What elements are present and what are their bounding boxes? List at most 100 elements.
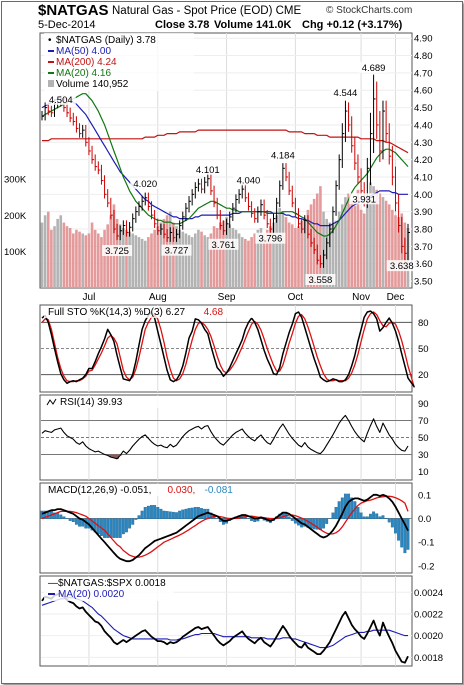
price-bar (79, 123, 82, 138)
price-bar (391, 145, 395, 186)
volume-bar (294, 228, 297, 288)
macd-histogram-bar (40, 510, 44, 519)
ma20-line (41, 93, 409, 237)
price-bar (75, 116, 79, 133)
macd-histogram-bar (375, 513, 379, 519)
volume-bar (328, 222, 332, 288)
ratio-legend-bg (44, 577, 174, 601)
macd-histogram-bar (190, 507, 194, 519)
macd-histogram-bar (109, 518, 113, 538)
price-bar (160, 223, 163, 235)
price-bar (288, 171, 292, 196)
volume-bar (231, 228, 235, 288)
macd-histogram-bar (403, 518, 407, 554)
volume-bar (56, 218, 59, 288)
volume-legend-swatch (48, 80, 54, 87)
price-bar (251, 201, 254, 218)
ma200-line (42, 129, 409, 154)
change-value: Chg +0.12 (+3.17%) (302, 19, 403, 31)
volume-bar (78, 231, 81, 288)
price-annotation: 4.689 (362, 63, 386, 74)
macd-histogram-bar (359, 512, 363, 519)
price-bar (385, 100, 389, 142)
price-bar (298, 208, 301, 228)
rsi-tick-label: 10 (418, 467, 429, 478)
macd-histogram-bar (340, 497, 344, 519)
price-bar (210, 173, 213, 196)
credit-label: © StockCharts.com (326, 5, 413, 16)
volume-bar (334, 220, 338, 288)
rsi-tick-label: 30 (418, 450, 429, 461)
price-bar (388, 123, 392, 165)
volume-bar (394, 215, 397, 288)
volume-bar (337, 211, 341, 288)
price-bar (69, 107, 73, 123)
volume-bar (387, 204, 391, 288)
price-bar (357, 154, 360, 184)
volume-bar (40, 222, 44, 288)
price-annotation: 3.727 (165, 246, 189, 257)
price-bar (179, 220, 182, 239)
annotation-bg (386, 260, 417, 272)
price-legend-label: Volume 140,952 (56, 79, 129, 90)
price-bar (335, 180, 339, 216)
price-bar (182, 211, 185, 230)
macd-histogram-bar (53, 512, 56, 519)
macd-histogram-bar (290, 518, 294, 521)
price-bar (132, 213, 135, 232)
volume-bar (203, 235, 206, 288)
price-tick-label: 3.80 (414, 225, 433, 236)
annotation-bg (102, 245, 133, 257)
volume-bar (375, 189, 379, 288)
price-bar (82, 124, 85, 138)
macd-histogram-bar (287, 516, 291, 519)
price-bar (129, 222, 132, 237)
volume-bar (100, 237, 103, 288)
volume-bar (200, 231, 203, 288)
macd-histogram-bar (143, 507, 147, 519)
macd-histogram-bar (128, 518, 132, 529)
macd-histogram-bar (206, 508, 210, 519)
volume-bar (150, 233, 153, 288)
volume-bar (153, 229, 156, 288)
price-bar (122, 220, 126, 235)
price-bar (307, 215, 310, 239)
rsi-tick-label: 50 (418, 433, 429, 444)
volume-bar (319, 186, 322, 288)
macd-histogram-bar (350, 497, 354, 519)
macd-histogram-bar (369, 513, 372, 519)
volume-bar (350, 200, 353, 288)
volume-bar (175, 226, 178, 288)
price-bar (272, 213, 276, 234)
price-bar (232, 203, 235, 222)
ratio-ma-line (41, 597, 408, 649)
annotation-bg (255, 232, 286, 244)
volume-bar (391, 209, 394, 288)
macd-histogram-bar (106, 518, 110, 538)
price-bar (125, 220, 129, 237)
volume-bar (212, 226, 216, 288)
volume-bar (234, 229, 238, 288)
price-bar (301, 218, 304, 234)
annotation-bg (45, 93, 76, 105)
volume-bar (62, 222, 66, 288)
volume-bar (125, 229, 128, 288)
price-tick-label: 3.70 (414, 242, 433, 253)
macd-histogram-bar (315, 518, 319, 530)
price-bar (247, 192, 251, 211)
macd-histogram-bar (140, 510, 144, 519)
price-bar (185, 203, 188, 222)
macd-histogram-bar (134, 518, 138, 520)
macd-tick-label: 0.1 (418, 490, 431, 501)
sto-legend-bg (44, 306, 272, 318)
macd-signal-line (41, 495, 409, 558)
sto-tick-label: 80 (418, 318, 429, 329)
price-bar (194, 182, 198, 199)
price-annotation: 3.761 (212, 240, 236, 251)
price-bar (351, 116, 354, 153)
macd-histogram-bar (175, 512, 178, 519)
price-bar (310, 229, 314, 248)
price-bar (138, 201, 141, 216)
volume-bar (240, 237, 244, 288)
macd-histogram-bar (196, 507, 200, 519)
